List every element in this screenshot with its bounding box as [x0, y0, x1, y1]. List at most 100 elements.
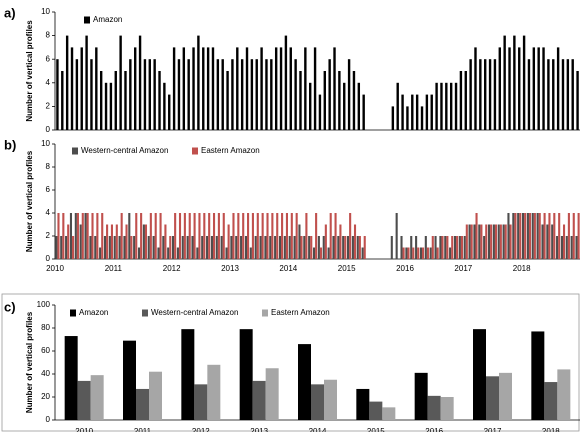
bar — [133, 236, 136, 259]
bar — [486, 376, 499, 420]
x-tick-label: 2017 — [454, 264, 472, 273]
bar — [86, 213, 89, 259]
x-tick-label: 2015 — [367, 427, 385, 432]
bar — [90, 59, 93, 131]
bar — [503, 35, 506, 130]
bar — [240, 236, 243, 259]
x-tick-label: 2011 — [134, 427, 152, 432]
bar — [64, 336, 78, 420]
bar — [319, 247, 323, 259]
bar — [475, 213, 478, 259]
bar — [129, 59, 132, 131]
bar — [497, 224, 500, 259]
bar — [298, 344, 311, 420]
bar — [458, 236, 461, 259]
bar — [317, 236, 320, 259]
bar — [406, 106, 409, 130]
bar — [115, 224, 118, 259]
bar — [494, 224, 498, 259]
bar — [119, 35, 122, 130]
bar — [537, 47, 540, 130]
bar — [255, 59, 258, 131]
bar — [159, 213, 162, 259]
x-tick-label: 2015 — [338, 264, 356, 273]
bar — [570, 236, 573, 259]
bar — [250, 59, 254, 131]
bar — [567, 213, 570, 259]
bar — [123, 340, 136, 420]
bar — [198, 213, 201, 259]
bar — [84, 213, 87, 259]
legend-swatch — [70, 309, 76, 317]
bar — [113, 236, 116, 259]
bar — [90, 375, 104, 420]
bar — [208, 213, 211, 259]
bar — [356, 236, 359, 259]
bar — [147, 236, 150, 259]
bar — [290, 213, 293, 259]
bar — [278, 236, 282, 259]
bar — [303, 236, 306, 259]
bar — [440, 82, 443, 130]
bar — [81, 213, 84, 259]
bar — [401, 94, 404, 130]
y-tick-label: 0 — [46, 125, 51, 134]
y-tick-label: 4 — [46, 208, 51, 217]
bar — [513, 35, 516, 130]
bar — [551, 224, 554, 259]
bar — [96, 213, 99, 259]
bar — [470, 224, 473, 259]
x-tick-label: 2014 — [309, 427, 327, 432]
bar — [502, 224, 505, 259]
bar — [459, 71, 463, 130]
bar — [206, 47, 210, 130]
bar — [436, 247, 439, 259]
bar — [499, 224, 502, 259]
bar — [187, 59, 190, 131]
legend-label: Eastern Amazon — [201, 146, 260, 155]
bar — [62, 213, 65, 259]
bar — [526, 213, 529, 259]
bar — [235, 236, 238, 259]
bar — [236, 47, 239, 130]
bar — [362, 94, 365, 130]
bar — [182, 47, 186, 130]
bar — [344, 236, 347, 259]
bar — [293, 236, 296, 259]
bar — [289, 47, 292, 130]
bar — [197, 35, 200, 130]
bar — [453, 236, 457, 259]
bar — [572, 213, 575, 259]
bar — [407, 247, 410, 259]
y-tick-label: 10 — [41, 7, 50, 16]
y-tick-label: 60 — [41, 346, 50, 355]
bar — [478, 224, 481, 259]
legend-label: Western-central Amazon — [151, 308, 238, 317]
x-tick-label: 2016 — [425, 427, 443, 432]
bar — [247, 213, 250, 259]
y-axis-title: Number of vertical profiles — [25, 20, 34, 122]
bar — [449, 247, 452, 259]
bar — [249, 247, 252, 259]
bar — [265, 59, 268, 131]
bar — [449, 82, 453, 130]
bar — [415, 236, 418, 259]
bar — [252, 380, 266, 420]
y-tick-label: 0 — [46, 254, 51, 263]
bar — [211, 47, 215, 130]
bar — [304, 47, 307, 130]
bar — [492, 224, 495, 259]
x-tick-label: 2018 — [513, 264, 531, 273]
bar — [531, 331, 545, 420]
bar — [89, 236, 92, 259]
y-tick-label: 100 — [37, 300, 51, 309]
bar — [157, 247, 160, 259]
bar — [532, 47, 536, 130]
bar — [232, 213, 235, 259]
bar — [148, 59, 151, 131]
bar — [329, 213, 332, 259]
bar — [334, 213, 337, 259]
bar — [391, 106, 395, 130]
bar — [295, 213, 298, 259]
bar — [254, 236, 257, 259]
